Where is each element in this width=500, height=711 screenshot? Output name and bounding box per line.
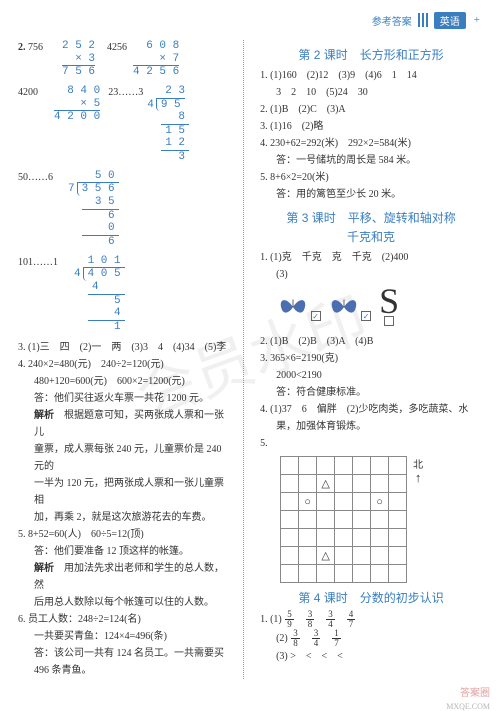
fraction: 34 [312, 629, 321, 648]
s4q1: 1. (1) 59 38 34 47 [260, 610, 482, 629]
butterfly-icon-2 [329, 295, 359, 319]
page-header: 参考答案 英语 + [0, 0, 500, 40]
s3q3c: 答：符合健康标准。 [260, 384, 482, 401]
q2-a5: 50……6 [18, 170, 64, 183]
mult-608x7: 6 0 8 × 7 4 2 5 6 [129, 40, 183, 79]
footer-url: MXQE.COM [446, 702, 490, 711]
s2q2: 2. (1)B (2)C (3)A [260, 101, 482, 118]
header-ref-text: 参考答案 [372, 13, 412, 28]
s4q3: (3) > < < < [260, 648, 482, 665]
s2q5b: 答：用的篱笆至少长 20 米。 [260, 186, 482, 203]
q2-label: 2. [18, 42, 26, 53]
div-95-4: 2 3 49 5 8 1 5 1 2 3 [147, 85, 189, 164]
s3q1b-row: (3) [260, 266, 482, 283]
q5-l3: 解析 用加法先求出老师和学生的总人数，然 [18, 560, 233, 594]
sec4-title: 第 4 课时 分数的初步认识 [260, 589, 482, 606]
q5-l4: 后用总人数除以每个帐篷可以住的人数。 [18, 594, 233, 611]
s2q5a: 5. 8+6×2=20(米) [260, 169, 482, 186]
s2q1: 1. (1)160 (2)12 (3)9 (4)6 1 14 [260, 67, 482, 84]
s3q5-label: 5. [260, 435, 482, 452]
q6-l3: 答：该公司一共有 124 名员工。一共需要买 [18, 645, 233, 662]
sec3-title2: 千克和克 [260, 228, 482, 245]
q4-l5: 童票，成人票每张 240 元，儿童票价是 240 元的 [18, 441, 233, 475]
fraction: 38 [306, 610, 315, 629]
q5-l2: 答：他们要准备 12 顶这样的帐篷。 [18, 543, 233, 560]
q6-l1: 6. 员工人数：248÷2=124(名) [18, 611, 233, 628]
div-356-7: 5 0 73 5 6 3 5 6 0 6 [68, 170, 119, 249]
checkbox-2[interactable]: ✓ [361, 311, 371, 321]
butterfly-icon-1 [278, 295, 308, 319]
q4-l4: 解析 解析 根据题意可知，买两张成人票和一张儿根据题意可知，买两张成人票和一张儿 [18, 407, 233, 441]
fraction: 34 [326, 610, 335, 629]
arrow-up-icon: ↑ [415, 471, 422, 484]
left-column: 2. 756 2 5 2 × 3 7 5 6 4256 6 0 8 × 7 4 … [18, 40, 244, 679]
page-body: 2. 756 2 5 2 × 3 7 5 6 4256 6 0 8 × 7 4 … [0, 40, 500, 689]
letter-s-icon: S [379, 281, 399, 321]
s2q4b: 答：一号储坑的周长是 584 米。 [260, 152, 482, 169]
q6-l4: 496 条青鱼。 [18, 662, 233, 679]
mult-840x5: 8 4 0 × 5 4 2 0 0 [50, 85, 104, 124]
s4q2: (2) 38 34 17 [260, 629, 482, 648]
q2-a4: 23……3 [104, 85, 143, 98]
q3-line: 3. (1)三 四 (2)一 两 (3)3 4 (4)34 (5)李 [18, 339, 233, 356]
header-bars [418, 13, 428, 27]
fraction: 38 [291, 629, 300, 648]
q4-l3: 答：他们买往返火车票一共花 1200 元。 [18, 390, 233, 407]
header-subject-tag: 英语 [434, 12, 466, 29]
s3q2: 2. (1)B (2)B (3)A (4)B [260, 333, 482, 350]
q5-l1: 5. 8+52=60(人) 60÷5=12(顶) [18, 526, 233, 543]
q4-l6: 一半为 120 元，把两张成人票和一张儿童票相 [18, 475, 233, 509]
s3q4b: 果，加强体育锻炼。 [260, 418, 482, 435]
div-405-4: 1 0 1 44 0 5 4 5 4 1 [74, 255, 125, 334]
q4-l2: 480+120=600(元) 600×2=1200(元) [18, 373, 233, 390]
s2q3: 3. (1)16 (2)略 [260, 118, 482, 135]
q6-l2: 一共要买青鱼：124×4=496(条) [18, 628, 233, 645]
q2-a2: 4256 [99, 40, 129, 53]
s2q4a: 4. 230+62=292(米) 292×2=584(米) [260, 135, 482, 152]
compass: 北 ↑ [413, 456, 423, 484]
fraction: 59 [285, 610, 294, 629]
q4-l1: 4. 240×2=480(元) 240÷2=120(元) [18, 356, 233, 373]
checkbox-1[interactable]: ✓ [311, 311, 321, 321]
q2-a1: 756 [28, 42, 43, 53]
grid-circle: ○ [299, 493, 317, 511]
s3q4a: 4. (1)37 6 偏胖 (2)少吃肉类，多吃蔬菜、水 [260, 401, 482, 418]
butterfly-options: ✓ ✓ S [278, 287, 482, 329]
mult-252x3: 2 5 2 × 3 7 5 6 [58, 40, 99, 79]
s3q1b-label: (3) [260, 269, 288, 280]
q2-a6: 101……1 [18, 255, 70, 268]
s3q3a: 3. 365×6=2190(克) [260, 350, 482, 367]
sec3-title1: 第 3 课时 平移、旋转和轴对称 [260, 209, 482, 226]
s2q1b: 3 2 10 (5)24 30 [260, 84, 482, 101]
q2-a3: 4200 [18, 85, 50, 98]
q2-row4: 101……1 1 0 1 44 0 5 4 5 4 1 [18, 255, 233, 334]
q2-row1: 2. 756 2 5 2 × 3 7 5 6 4256 6 0 8 × 7 4 … [18, 40, 233, 79]
grid-circle2: ○ [371, 493, 389, 511]
q2-row3: 50……6 5 0 73 5 6 3 5 6 0 6 [18, 170, 233, 249]
checkbox-3[interactable] [384, 316, 394, 326]
right-column: 第 2 课时 长方形和正方形 1. (1)160 (2)12 (3)9 (4)6… [256, 40, 482, 679]
grid-triangle2: △ [317, 547, 335, 565]
s3q1a: 1. (1)克 千克 克 千克 (2)400 [260, 249, 482, 266]
s3q3b: 2000<2190 [260, 367, 482, 384]
grid-7x7: △ ○ ○ △ [280, 456, 407, 583]
q2-row2: 4200 8 4 0 × 5 4 2 0 0 23……3 2 3 49 5 8 … [18, 85, 233, 164]
fraction: 17 [332, 629, 341, 648]
plus-icon: + [474, 14, 480, 26]
grid-figure: △ ○ ○ △ 北 ↑ [280, 456, 482, 583]
grid-triangle: △ [317, 475, 335, 493]
fraction: 47 [347, 610, 356, 629]
q4-l7: 加，再乘 2，就是这次旅游花去的车费。 [18, 509, 233, 526]
sec2-title: 第 2 课时 长方形和正方形 [260, 46, 482, 63]
